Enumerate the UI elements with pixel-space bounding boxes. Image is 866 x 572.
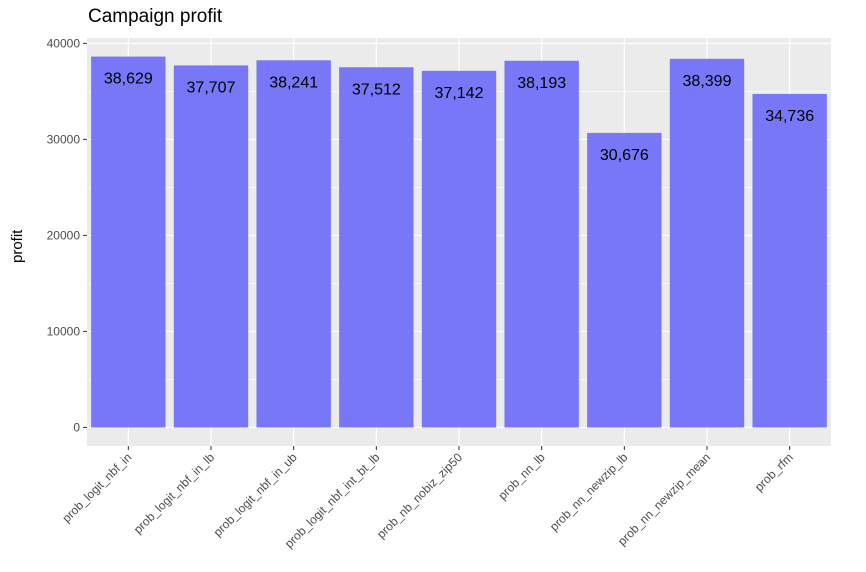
x-axis: prob_logit_nbf_inprob_logit_nbf_in_lbpro… <box>59 446 796 551</box>
bar <box>669 58 745 428</box>
y-tick-label: 20000 <box>47 228 81 242</box>
bars <box>91 56 827 428</box>
data-label: 38,193 <box>517 75 566 92</box>
bar <box>504 60 579 428</box>
bar <box>421 70 497 428</box>
x-tick-label: prob_nn_newzip_lb <box>547 450 631 534</box>
bar <box>91 56 166 428</box>
data-label: 38,399 <box>683 73 732 90</box>
data-label: 34,736 <box>765 108 814 125</box>
data-label: 38,241 <box>269 74 318 91</box>
y-tick-label: 30000 <box>47 132 81 146</box>
bar <box>339 67 414 428</box>
x-tick-label: prob_nn_lb <box>495 450 548 503</box>
bar <box>587 132 662 428</box>
x-tick-label: prob_logit_nbf_in_lb <box>131 450 218 537</box>
data-label: 38,629 <box>104 71 153 88</box>
x-tick-label: prob_nb_nobiz_zip50 <box>374 450 465 541</box>
data-label: 30,676 <box>600 147 649 164</box>
x-tick-label: prob_nn_newzip_mean <box>615 450 713 548</box>
y-tick-label: 10000 <box>47 324 81 338</box>
x-tick-label: prob_logit_nbf_in_ub <box>211 450 300 539</box>
data-label: 37,707 <box>187 79 236 96</box>
data-label: 37,142 <box>435 85 484 102</box>
chart-title: Campaign profit <box>88 6 223 27</box>
bar <box>173 65 249 428</box>
x-tick-label: prob_rfm <box>752 450 796 494</box>
y-tick-label: 40000 <box>47 36 81 50</box>
y-tick-label: 0 <box>73 420 80 434</box>
y-axis: 0 10000 20000 30000 40000 <box>47 36 87 434</box>
x-tick-label: prob_logit_nbf_int_bt_lb <box>282 450 383 551</box>
data-label: 37,512 <box>352 81 401 98</box>
bar <box>256 60 331 428</box>
data-labels: 38,629 37,707 38,241 37,512 37,142 38,193 30,6… <box>104 71 814 164</box>
x-tick-label: prob_logit_nbf_in <box>59 450 134 525</box>
bar <box>752 93 827 428</box>
